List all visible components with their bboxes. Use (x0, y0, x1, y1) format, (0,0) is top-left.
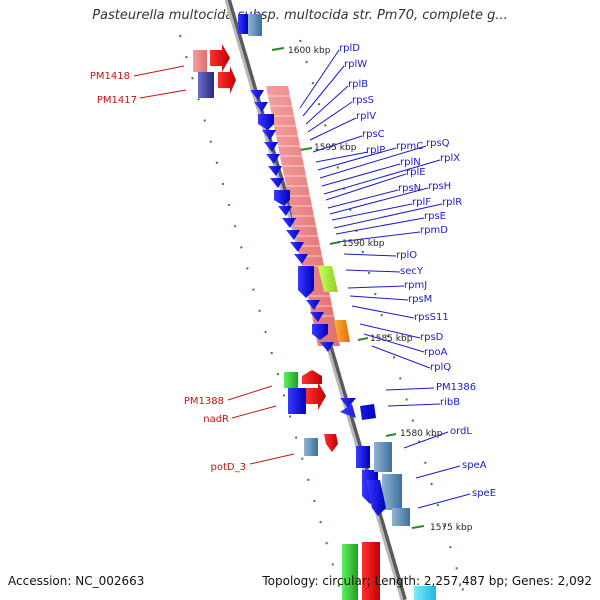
kbp-label-1585: 1585 kbp (370, 334, 413, 344)
gene-top-steel[interactable] (248, 14, 262, 36)
gene-label-rpsD[interactable]: rpsD (420, 332, 444, 343)
gene-pm1388[interactable] (288, 388, 306, 414)
gene-label-rplW[interactable]: rplW (344, 59, 367, 70)
ribosomal-operon-column (266, 86, 350, 346)
gene-red-b[interactable] (218, 66, 236, 94)
gene-label-rplX[interactable]: rplX (440, 153, 460, 164)
gene-speE-blue[interactable] (366, 480, 386, 516)
gene-label-speE[interactable]: speE (472, 488, 496, 499)
gene-label-rplV[interactable]: rplV (356, 111, 376, 122)
gene-label-rplB[interactable]: rplB (348, 79, 368, 90)
gene-label-rpsM[interactable]: rpsM (408, 294, 432, 305)
gene-speE[interactable] (382, 474, 402, 510)
gene-nadR-red-a[interactable] (302, 370, 322, 384)
gene-label-rpsE[interactable]: rpsE (424, 211, 446, 222)
gene-label-speA[interactable]: speA (462, 460, 487, 471)
gene-label-pm1386[interactable]: PM1386 (436, 382, 476, 393)
gene-red-a[interactable] (210, 44, 230, 72)
ribosomal-operon-arrows (250, 90, 334, 352)
gene-pm1417[interactable] (198, 72, 214, 98)
label-leaders-right (299, 49, 471, 509)
gene-potD_3[interactable] (304, 438, 318, 456)
gene-label-potD_3[interactable]: potD_3 (211, 462, 246, 473)
kbp-label-1580: 1580 kbp (400, 429, 443, 439)
gene-label-rpsS[interactable]: rpsS (352, 95, 374, 106)
gene-pm1386[interactable] (340, 398, 356, 408)
gene-label-ordL[interactable]: ordL (450, 426, 472, 437)
gene-label-pm1388[interactable]: PM1388 (184, 396, 224, 407)
gene-label-rpmC[interactable]: rpmC (396, 141, 423, 152)
accession: Accession: NC_002663 (8, 574, 145, 588)
kbp-label-1575: 1575 kbp (430, 523, 473, 533)
gene-potD_3-red[interactable] (324, 434, 338, 452)
gene-top-blue[interactable] (238, 14, 248, 34)
gene-label-rplD[interactable]: rplD (339, 43, 360, 54)
gene-label-ribB[interactable]: ribB (440, 397, 460, 408)
genome-summary: Topology: circular; Length: 2,257,487 bp… (262, 574, 592, 588)
gene-bottom-cyan[interactable] (414, 586, 436, 600)
gene-nadR-red-b[interactable] (306, 382, 326, 410)
gene-ordL-blue[interactable] (356, 446, 370, 468)
gene-label-rpmJ[interactable]: rpmJ (404, 280, 427, 291)
label-leaders-left (133, 65, 295, 465)
gene-label-rplR[interactable]: rplR (442, 197, 462, 208)
gene-speA[interactable] (374, 442, 392, 472)
gene-label-rplO[interactable]: rplO (396, 250, 417, 261)
kbp-label-1595: 1595 kbp (314, 143, 357, 153)
gene-label-rplN[interactable]: rplN (400, 157, 421, 168)
gene-label-rplQ[interactable]: rplQ (430, 362, 451, 373)
gene-bottom-green[interactable] (342, 544, 358, 600)
gene-label-pm1417[interactable]: PM1417 (97, 95, 137, 106)
gene-label-rpsS11[interactable]: rpsS11 (414, 312, 449, 323)
gene-label-pm1418[interactable]: PM1418 (90, 71, 130, 82)
gene-label-rpsN[interactable]: rpsN (398, 183, 421, 194)
gene-label-rpsH[interactable]: rpsH (428, 181, 451, 192)
gene-pm1388-green[interactable] (284, 372, 298, 388)
gene-speE-b[interactable] (392, 508, 410, 526)
gene-pm1418[interactable] (193, 50, 207, 72)
gene-bottom-red[interactable] (362, 542, 380, 600)
gene-label-rplF[interactable]: rplF (412, 197, 431, 208)
gene-label-rpmD[interactable]: rpmD (420, 225, 448, 236)
kbp-label-1600: 1600 kbp (288, 46, 331, 56)
gene-label-rplE[interactable]: rplE (406, 167, 426, 178)
kbp-label-1590: 1590 kbp (342, 239, 385, 249)
gene-label-rpsC[interactable]: rpsC (362, 129, 385, 140)
gene-label-rpsQ[interactable]: rpsQ (426, 138, 450, 149)
gene-label-rpoA[interactable]: rpoA (424, 347, 448, 358)
gene-label-nadR[interactable]: nadR (203, 414, 229, 425)
gene-label-secY[interactable]: secY (400, 266, 424, 277)
map-title: Pasteurella multocida subsp. multocida s… (92, 8, 508, 23)
gene-label-rplP[interactable]: rplP (366, 145, 385, 156)
gene-ribB[interactable] (340, 404, 376, 420)
